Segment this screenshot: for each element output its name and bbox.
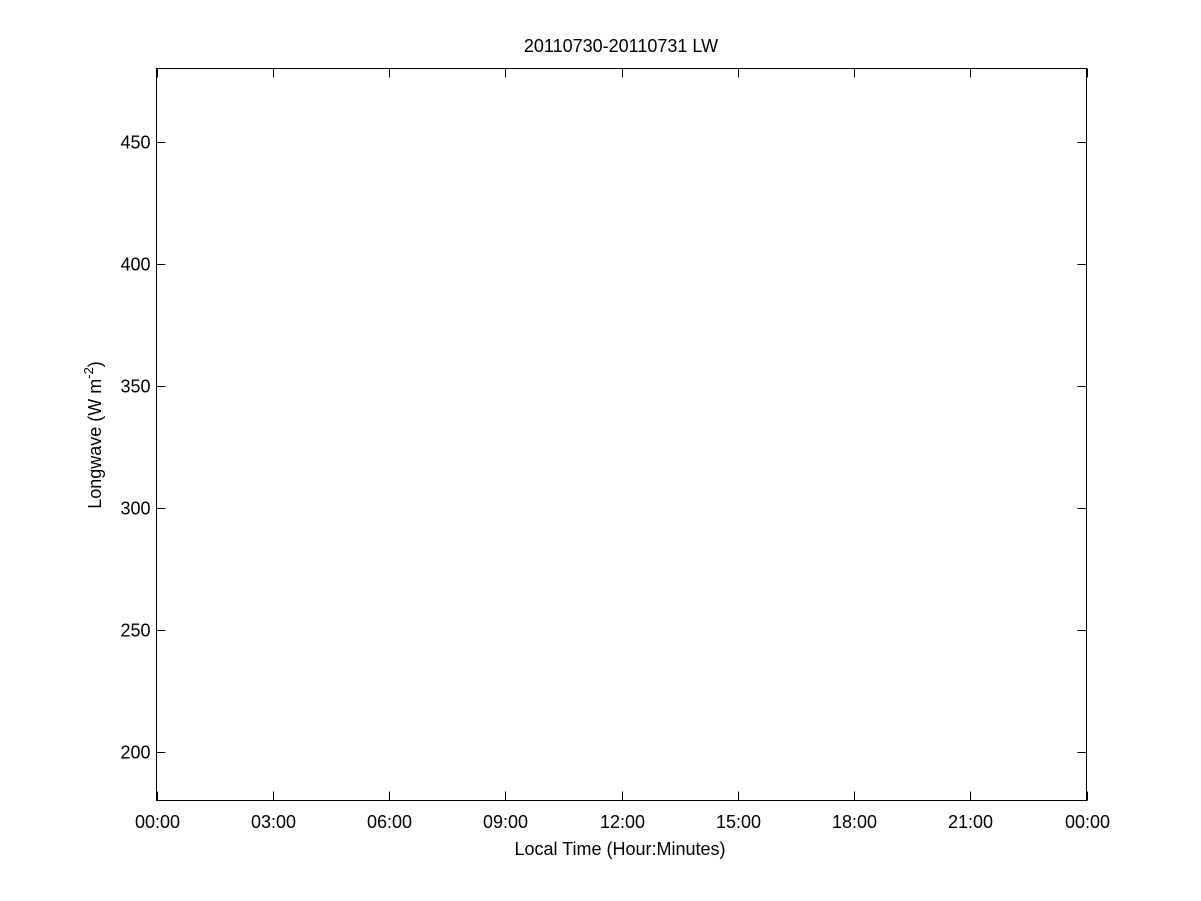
x-tick-label: 15:00 xyxy=(716,812,761,832)
y-tick-label: 250 xyxy=(120,621,150,641)
y-tick-label: 450 xyxy=(120,133,150,153)
chart-title: 20110730-20110731 LW xyxy=(524,36,718,56)
x-axis-label: Local Time (Hour:Minutes) xyxy=(514,839,725,859)
x-tick-label: 06:00 xyxy=(367,812,412,832)
y-tick-label: 350 xyxy=(120,377,150,397)
y-tick-label: 300 xyxy=(120,499,150,519)
y-tick-label: 200 xyxy=(120,743,150,763)
x-tick-label: 00:00 xyxy=(135,812,180,832)
x-tick-label: 00:00 xyxy=(1065,812,1110,832)
x-tick-label: 21:00 xyxy=(948,812,993,832)
y-axis-label: Longwave (W m-2) xyxy=(81,361,105,509)
x-tick-label: 12:00 xyxy=(600,812,645,832)
y-tick-label: 400 xyxy=(120,255,150,275)
x-tick-label: 03:00 xyxy=(251,812,296,832)
plot-area xyxy=(156,68,1087,801)
x-tick-label: 09:00 xyxy=(483,812,528,832)
x-tick-label: 18:00 xyxy=(832,812,877,832)
